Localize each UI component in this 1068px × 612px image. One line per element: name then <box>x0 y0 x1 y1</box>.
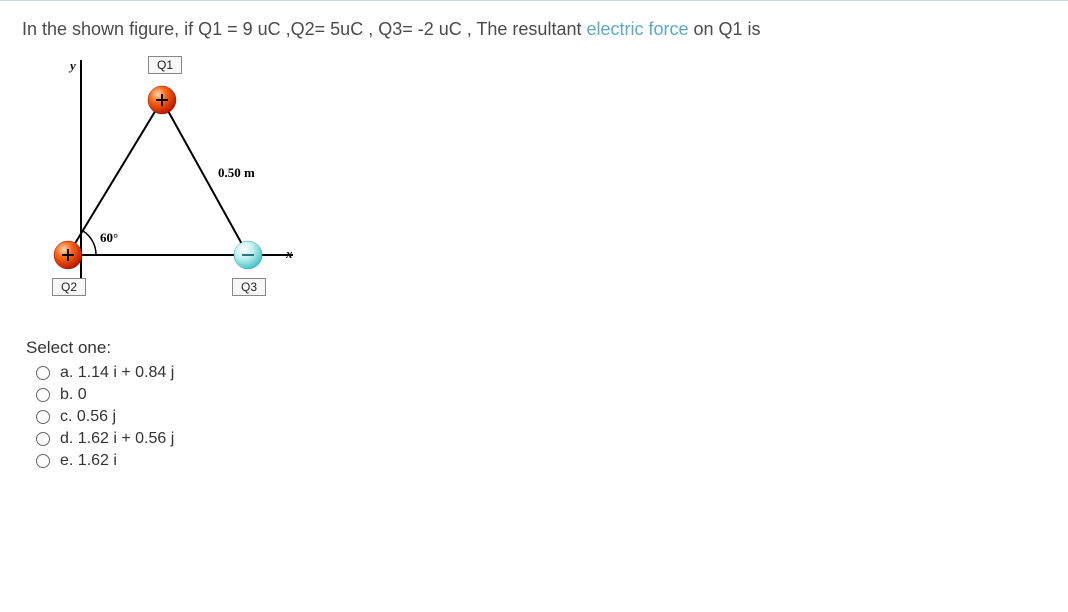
select-prompt: Select one: <box>26 338 1046 358</box>
option-e[interactable]: e. 1.62 i <box>36 452 1046 470</box>
q2-label-box: Q2 <box>52 278 86 296</box>
option-label: c. 0.56 j <box>60 408 116 426</box>
option-label: e. 1.62 i <box>60 452 117 470</box>
radio-icon <box>36 366 50 380</box>
question-prefix: In the shown figure, if Q1 = 9 uC ,Q2= 5… <box>22 19 586 39</box>
x-axis-label: x <box>286 246 293 262</box>
radio-icon <box>36 454 50 468</box>
figure: y x Q1 Q2 Q3 0.50 m 60° <box>28 60 308 320</box>
option-label: d. 1.62 i + 0.56 j <box>60 430 174 448</box>
question-text: In the shown figure, if Q1 = 9 uC ,Q2= 5… <box>22 19 1046 40</box>
question-link: electric force <box>586 19 688 39</box>
side-length-label: 0.50 m <box>218 165 255 181</box>
option-b[interactable]: b. 0 <box>36 386 1046 404</box>
radio-icon <box>36 410 50 424</box>
option-label: b. 0 <box>60 386 87 404</box>
angle-label: 60° <box>100 230 118 246</box>
y-axis-label: y <box>70 58 76 74</box>
q1-label-box: Q1 <box>148 56 182 74</box>
radio-icon <box>36 432 50 446</box>
question-container: In the shown figure, if Q1 = 9 uC ,Q2= 5… <box>0 0 1068 470</box>
option-a[interactable]: a. 1.14 i + 0.84 j <box>36 364 1046 382</box>
question-suffix: on Q1 is <box>689 19 761 39</box>
option-d[interactable]: d. 1.62 i + 0.56 j <box>36 430 1046 448</box>
radio-icon <box>36 388 50 402</box>
options-list: a. 1.14 i + 0.84 j b. 0 c. 0.56 j d. 1.6… <box>36 364 1046 470</box>
q3-label-box: Q3 <box>232 278 266 296</box>
option-label: a. 1.14 i + 0.84 j <box>60 364 174 382</box>
option-c[interactable]: c. 0.56 j <box>36 408 1046 426</box>
